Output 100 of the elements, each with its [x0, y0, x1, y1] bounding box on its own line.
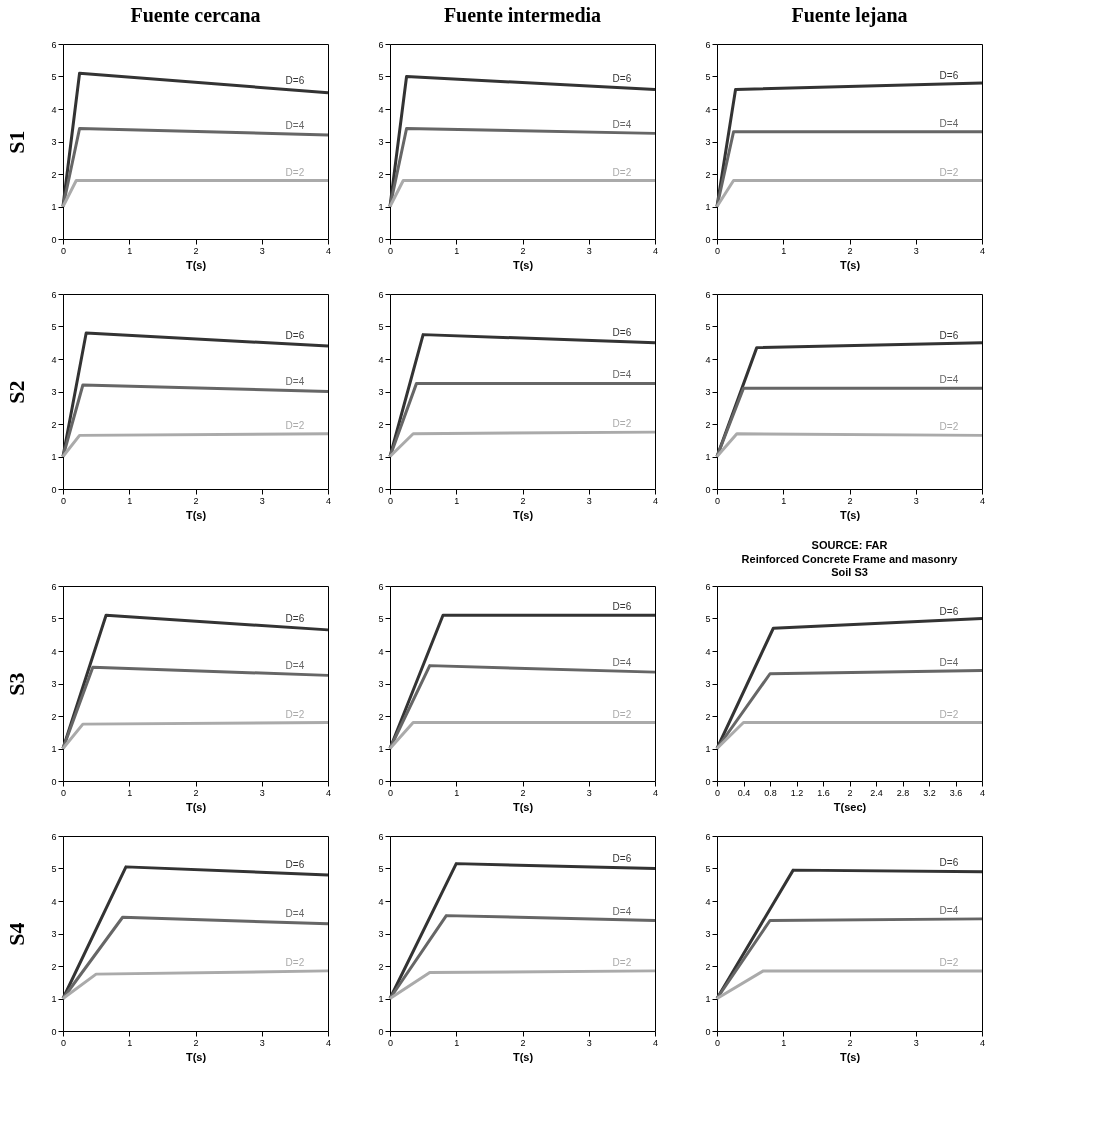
series-label: D=6	[285, 329, 305, 341]
y-tick-label: 5	[705, 864, 711, 874]
series-label: D=2	[612, 708, 632, 720]
series-label: D=2	[939, 956, 959, 968]
x-tick-label: 0	[60, 787, 67, 798]
series-label: D=6	[285, 613, 305, 625]
x-tick-label: 4	[325, 245, 332, 256]
y-tick-label: 3	[705, 929, 711, 939]
y-tick-label: 1	[705, 202, 711, 212]
x-tick-label: 4	[652, 787, 659, 798]
y-tick-label: 1	[705, 994, 711, 1004]
y-tick-label: 1	[705, 452, 711, 462]
y-tick-label: 5	[51, 72, 57, 82]
x-tick-label: 3	[586, 1037, 592, 1048]
series-label: D=6	[285, 75, 305, 87]
x-tick-label: 1	[781, 1037, 787, 1048]
y-tick-label: 0	[705, 484, 711, 495]
y-tick-label: 5	[378, 614, 384, 624]
y-tick-label: 5	[51, 614, 57, 624]
series-label: D=6	[612, 853, 632, 865]
series-label: D=2	[285, 957, 305, 969]
series-label: D=6	[612, 327, 632, 339]
series-label: D=4	[612, 905, 632, 917]
series-label: D=6	[285, 859, 305, 871]
x-tick-label: 3	[259, 787, 265, 798]
y-tick-label: 4	[51, 354, 57, 365]
x-tick-label: 4	[325, 787, 332, 798]
series-label: D=4	[939, 117, 959, 129]
y-tick-label: 2	[51, 711, 57, 722]
y-tick-label: 0	[378, 1026, 384, 1037]
y-tick-label: 2	[378, 419, 384, 430]
x-axis-title: T(s)	[185, 1050, 207, 1063]
x-tick-label: 3	[586, 245, 592, 256]
x-tick-label: 1	[127, 495, 133, 506]
x-tick-label: 3	[913, 245, 919, 256]
y-tick-label: 5	[378, 864, 384, 874]
y-tick-label: 4	[51, 896, 57, 907]
x-tick-label: 0	[60, 1037, 67, 1048]
y-tick-label: 4	[51, 104, 57, 115]
y-tick-label: 2	[51, 169, 57, 180]
y-tick-label: 3	[51, 929, 57, 939]
x-tick-label: 4	[652, 1037, 659, 1048]
y-tick-label: 0	[51, 776, 57, 787]
y-tick-label: 4	[378, 896, 384, 907]
y-tick-label: 2	[378, 711, 384, 722]
x-axis-title: T(s)	[512, 800, 534, 813]
y-tick-label: 6	[378, 39, 384, 50]
x-tick-label: 2.4	[870, 787, 883, 798]
series-label: D=6	[939, 606, 959, 618]
y-tick-label: 1	[51, 744, 57, 754]
y-tick-label: 1	[51, 202, 57, 212]
y-tick-label: 5	[378, 72, 384, 82]
y-tick-label: 3	[378, 387, 384, 397]
x-tick-label: 0	[714, 245, 721, 256]
x-tick-label: 3.6	[949, 787, 963, 798]
y-tick-label: 6	[705, 581, 711, 592]
chart-title: Fuente cercana	[130, 4, 261, 26]
series-label: D=2	[285, 420, 305, 432]
x-axis-title: T(s)	[185, 258, 207, 271]
x-tick-label: 0	[60, 495, 67, 506]
series-label: D=4	[939, 657, 959, 669]
x-tick-label: 2	[193, 787, 199, 798]
y-tick-label: 4	[705, 104, 711, 115]
y-tick-label: 2	[705, 419, 711, 430]
x-tick-label: 2	[520, 245, 526, 256]
series-label: D=6	[939, 70, 959, 82]
chart-title: SOURCE: FAR	[811, 539, 888, 551]
series-label: D=2	[939, 421, 959, 433]
x-tick-label: 2	[847, 245, 853, 256]
y-tick-label: 2	[51, 419, 57, 430]
series-label: D=4	[612, 118, 632, 130]
y-tick-label: 4	[378, 104, 384, 115]
series-label: D=2	[285, 166, 305, 178]
x-tick-label: 1	[781, 245, 787, 256]
series-label: D=4	[285, 376, 305, 388]
x-tick-label: 1	[127, 1037, 133, 1048]
y-tick-label: 6	[705, 289, 711, 300]
x-tick-label: 1.2	[790, 787, 804, 798]
y-tick-label: 1	[51, 452, 57, 462]
y-tick-label: 1	[378, 452, 384, 462]
x-axis-title: T(s)	[185, 508, 207, 521]
y-tick-label: 6	[378, 581, 384, 592]
x-axis-title: T(s)	[185, 800, 207, 813]
x-tick-label: 2	[193, 495, 199, 506]
y-tick-label: 0	[378, 484, 384, 495]
x-tick-label: 0	[714, 1037, 721, 1048]
y-tick-label: 2	[51, 961, 57, 972]
series-label: D=6	[612, 601, 632, 613]
y-tick-label: 6	[51, 289, 57, 300]
y-tick-label: 3	[705, 679, 711, 689]
x-axis-title: T(s)	[512, 1050, 534, 1063]
x-tick-label: 2	[193, 1037, 199, 1048]
x-tick-label: 1	[454, 787, 460, 798]
x-tick-label: 3	[913, 495, 919, 506]
x-axis-title: T(s)	[839, 1050, 861, 1063]
y-tick-label: 0	[51, 1026, 57, 1037]
y-tick-label: 0	[51, 484, 57, 495]
x-tick-label: 0	[714, 787, 721, 798]
y-tick-label: 4	[378, 354, 384, 365]
y-tick-label: 2	[378, 169, 384, 180]
